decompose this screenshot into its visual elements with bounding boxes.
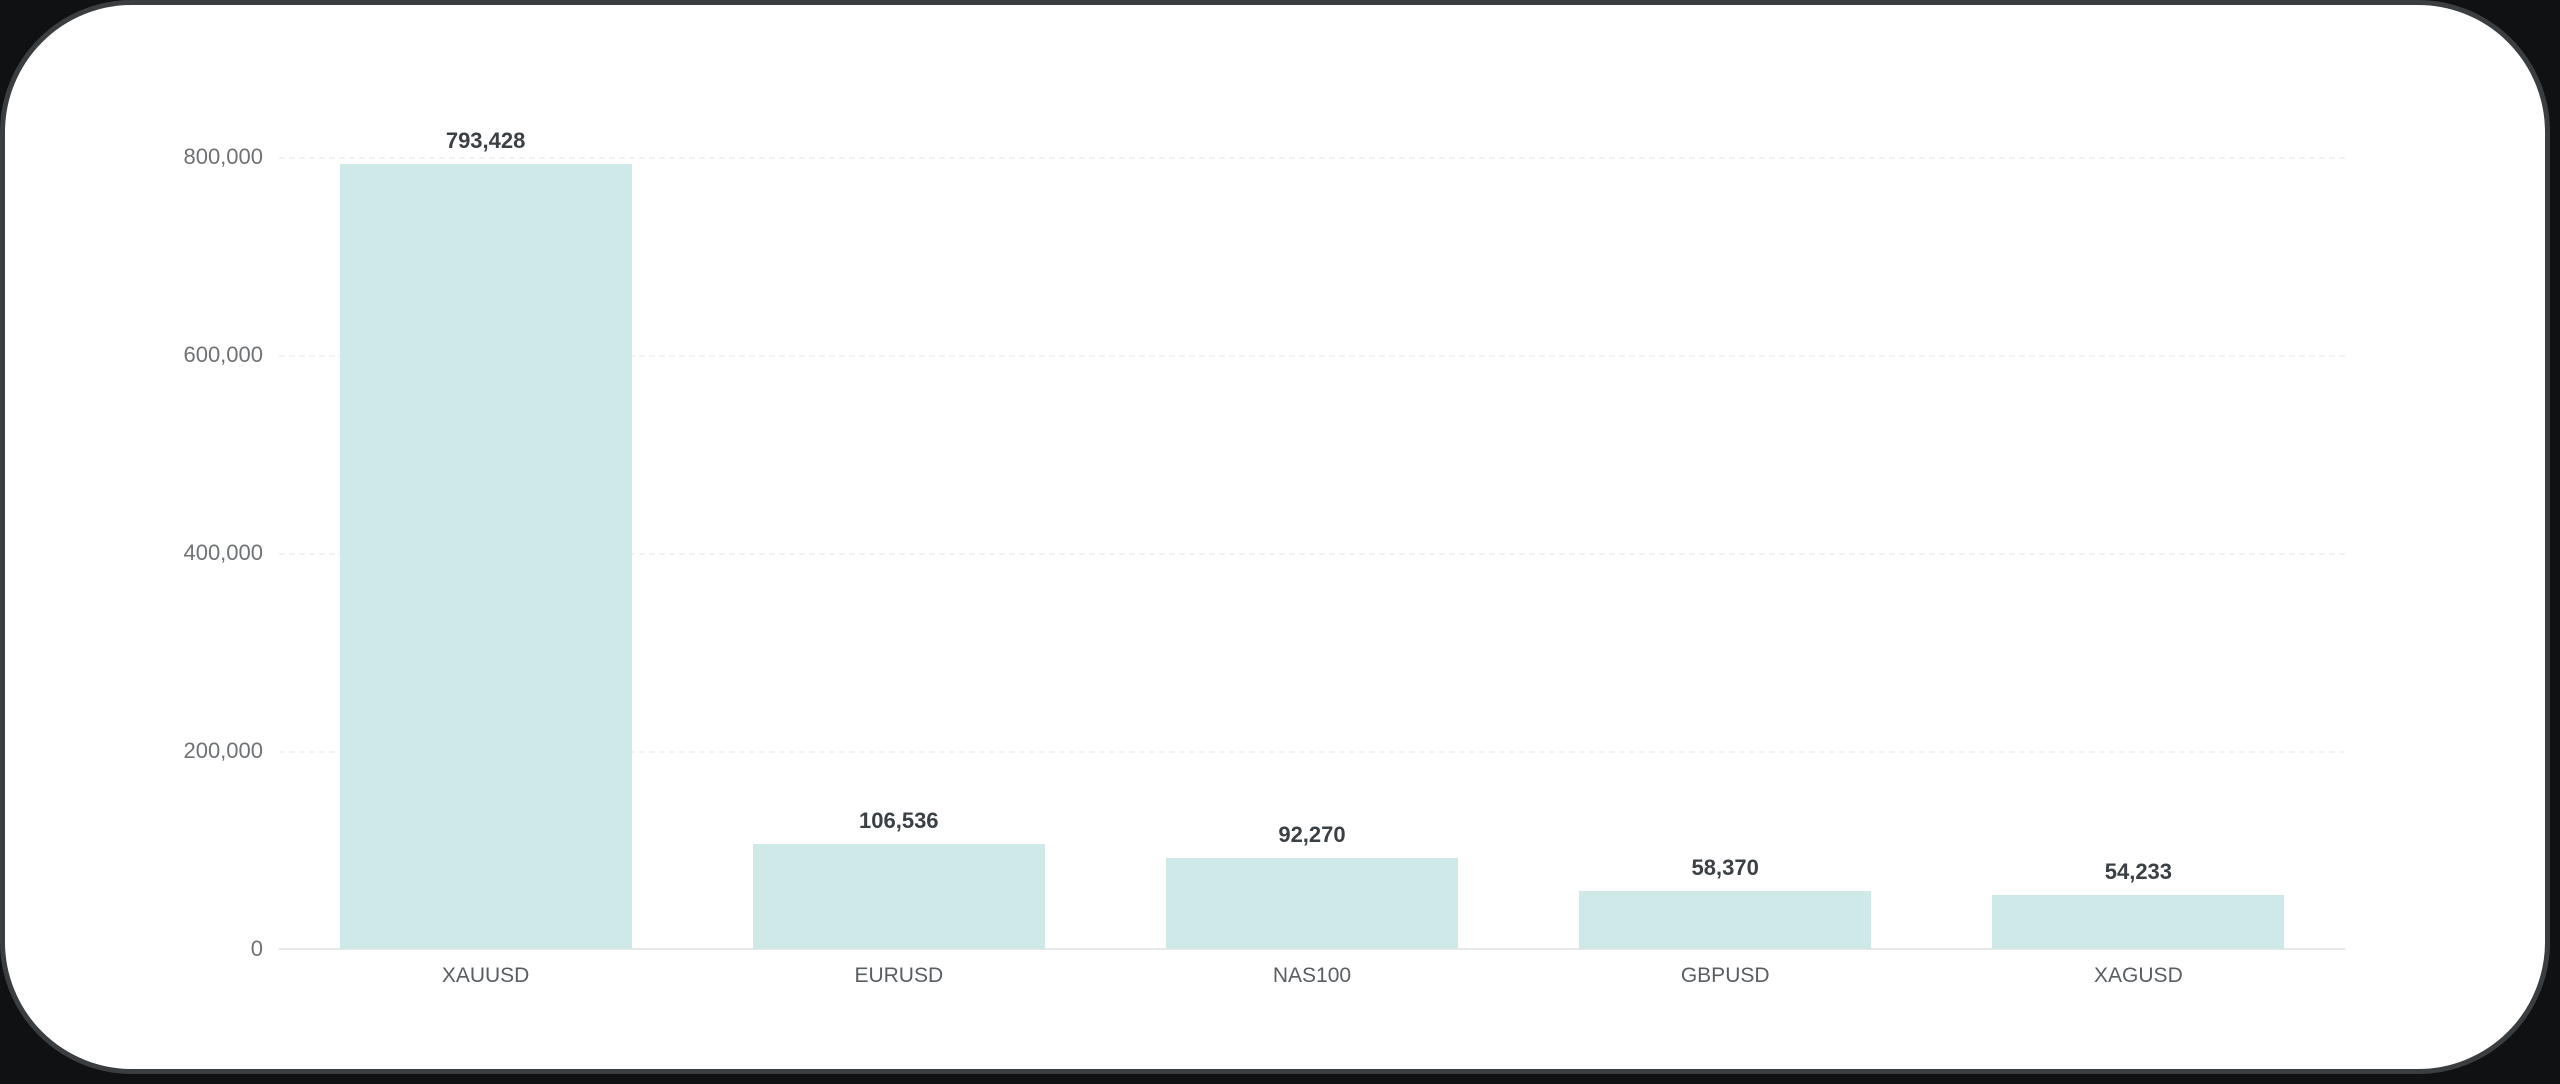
- bar-xauusd[interactable]: [339, 163, 632, 949]
- x-axis-category-label: GBPUSD: [1680, 964, 1770, 987]
- x-axis-category-label: XAGUSD: [2094, 964, 2183, 987]
- bar-gbpusd[interactable]: [1579, 891, 1872, 949]
- bar-value-label: 793,428: [445, 127, 526, 153]
- bar-value-label: 54,233: [2104, 859, 2173, 885]
- x-axis-category-label: EURUSD: [854, 964, 944, 987]
- bar-value-label: 92,270: [1278, 821, 1346, 847]
- bar-nas100[interactable]: [1166, 857, 1458, 949]
- x-axis-category-label: XAUUSD: [441, 964, 530, 987]
- bar-eurusd[interactable]: [752, 843, 1045, 949]
- y-axis-tick-label: 400,000: [183, 540, 263, 565]
- bar-value-label: 106,536: [859, 807, 939, 833]
- y-axis-tick-label: 200,000: [183, 738, 263, 763]
- bar-xagusd[interactable]: [1992, 895, 2285, 949]
- gridline: [279, 751, 2345, 753]
- bar-value-label: 58,370: [1691, 855, 1759, 881]
- x-axis-line: [279, 948, 2345, 950]
- y-axis-tick-label: 0: [250, 936, 263, 961]
- plot-area: 793,428 106,536 92,270 58,370 54,233: [279, 128, 2345, 950]
- y-axis-tick-label: 600,000: [183, 342, 263, 367]
- x-axis-category-label: NAS100: [1272, 964, 1352, 987]
- gridline: [279, 157, 2345, 159]
- y-axis-tick-label: 800,000: [183, 144, 263, 169]
- bar-chart: 0 200,000 400,000 600,000 800,000 793,428 106…: [5, 5, 2545, 1069]
- gridline: [279, 553, 2345, 555]
- gridline: [279, 355, 2345, 357]
